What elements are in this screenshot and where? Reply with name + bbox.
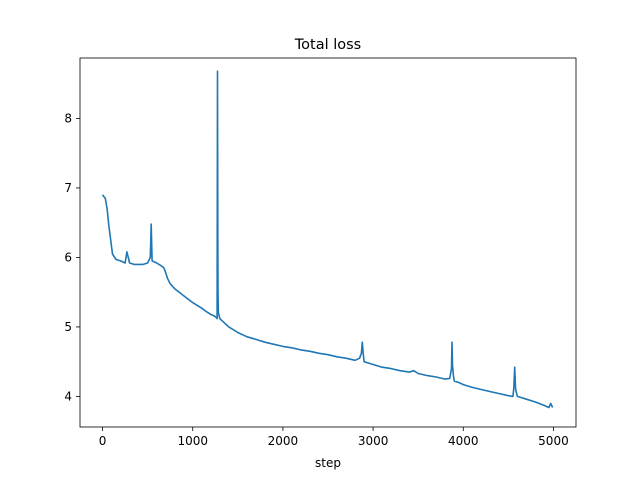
x-axis-label: step <box>315 456 341 470</box>
x-tick-label: 4000 <box>448 434 479 448</box>
chart-title: Total loss <box>294 37 361 53</box>
x-tick-label: 5000 <box>538 434 569 448</box>
x-tick-label: 2000 <box>268 434 299 448</box>
axes-frame <box>79 57 577 428</box>
y-tick-label: 6 <box>64 250 72 264</box>
x-tick-label: 1000 <box>177 434 208 448</box>
y-tick-label: 5 <box>64 320 72 334</box>
x-tick-label: 3000 <box>358 434 389 448</box>
ticks-layer: 0 1000 2000 3000 4000 5000 4 5 6 7 8 <box>64 111 568 448</box>
x-tick-label: 0 <box>99 434 107 448</box>
data-layer <box>101 70 554 409</box>
plot-area <box>80 58 576 427</box>
y-tick-label: 7 <box>64 181 72 195</box>
y-tick-label: 8 <box>64 111 72 125</box>
loss-series-line <box>101 70 554 409</box>
y-tick-label: 4 <box>64 389 72 403</box>
